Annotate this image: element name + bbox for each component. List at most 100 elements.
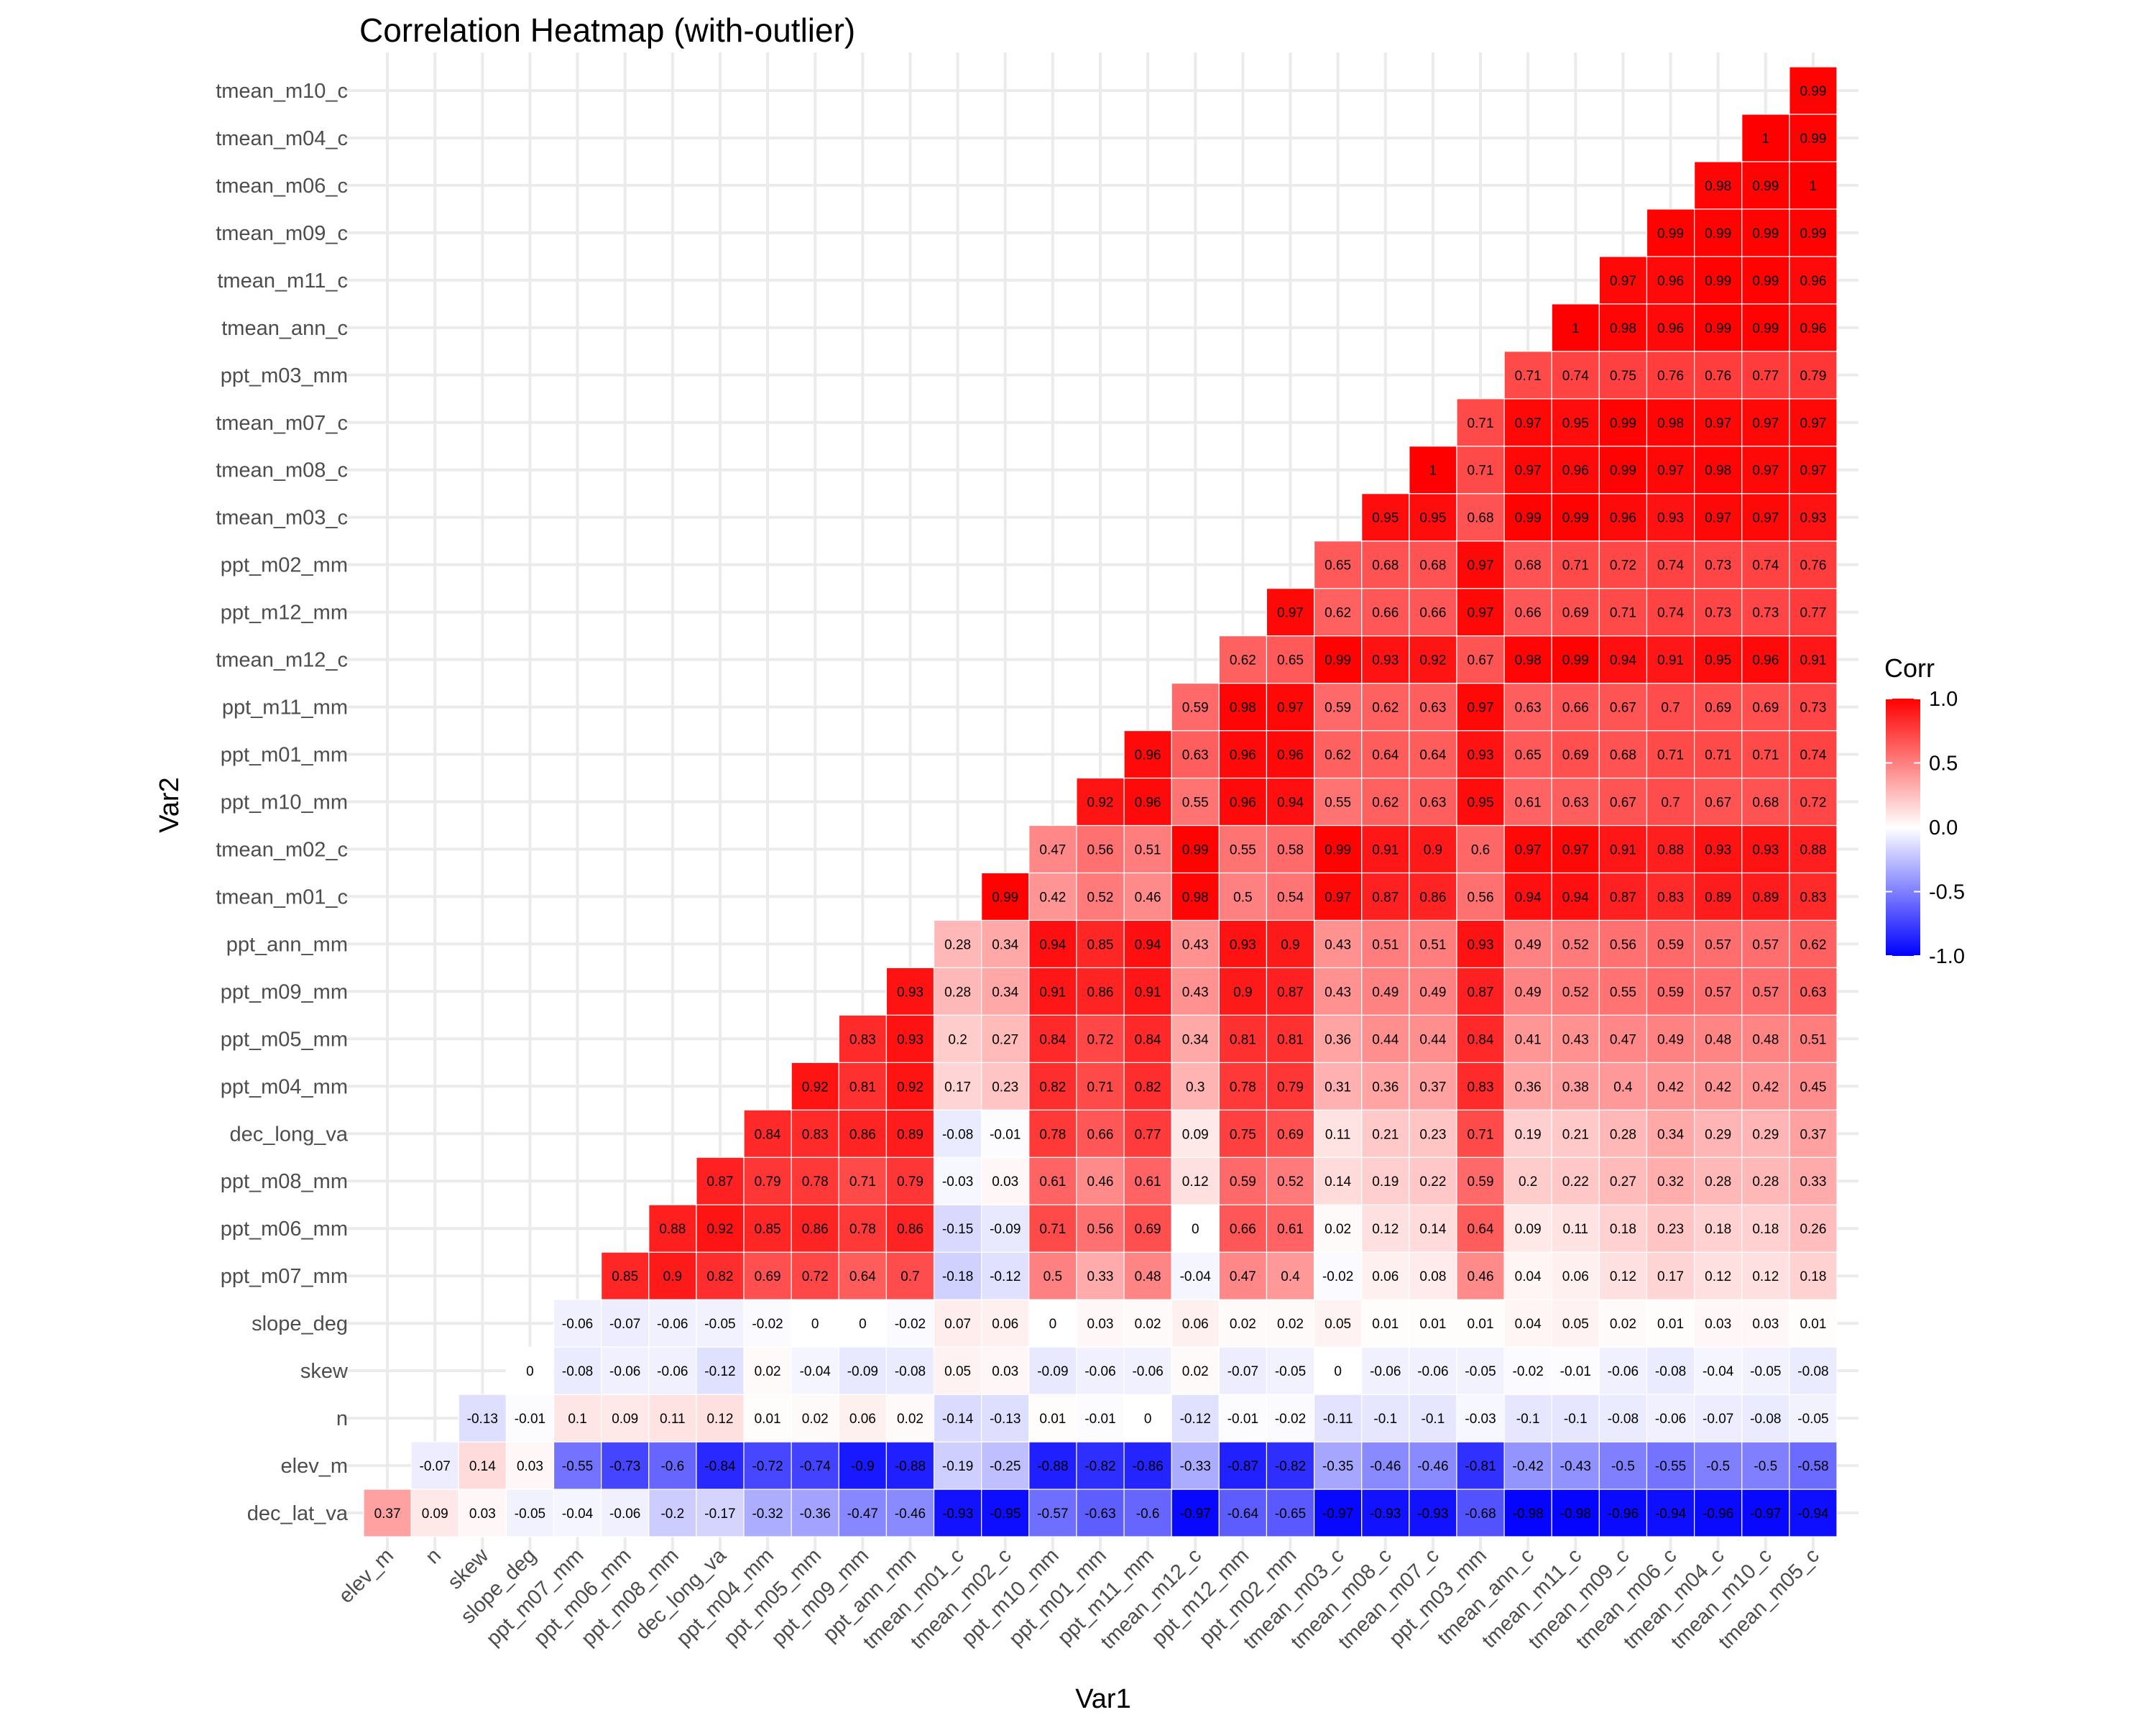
heatmap-cell — [1789, 1346, 1838, 1395]
cell-value-label: 0.93 — [897, 1032, 923, 1047]
cell-value-label: 0.91 — [1657, 653, 1684, 668]
cell-value-label: 0.28 — [1610, 1127, 1636, 1142]
cell-value-label: 0.62 — [1325, 748, 1351, 763]
heatmap-cell — [1551, 967, 1600, 1016]
cell-value-label: 0.03 — [469, 1506, 496, 1522]
legend-tick-label: 1.0 — [1929, 688, 1958, 711]
heatmap-cell — [1313, 1489, 1363, 1537]
cell-value-label: 0.97 — [1515, 842, 1542, 857]
cell-value-label: -0.81 — [1465, 1459, 1496, 1474]
heatmap-cell — [933, 1109, 982, 1158]
heatmap-cell — [1123, 1251, 1172, 1300]
cell-value-label: 0.82 — [1135, 1080, 1161, 1095]
cell-value-label: -0.02 — [895, 1317, 926, 1332]
cell-value-label: 0.85 — [612, 1269, 638, 1284]
cell-value-label: 0.72 — [802, 1269, 829, 1284]
cell-value-label: 0.63 — [1182, 748, 1209, 763]
cell-value-label: 0.02 — [897, 1412, 923, 1427]
cell-value-label: 0.12 — [1752, 1269, 1779, 1284]
heatmap-cell — [1218, 1156, 1268, 1205]
heatmap-cell — [1694, 540, 1743, 589]
cell-value-label: 0.97 — [1705, 511, 1731, 526]
heatmap-cell — [1171, 872, 1220, 921]
cell-value-label: -0.98 — [1560, 1506, 1591, 1522]
cell-value-label: 0.91 — [1039, 985, 1066, 1000]
heatmap-cell — [1456, 493, 1505, 542]
heatmap-cell — [410, 1489, 459, 1537]
heatmap-cell — [1266, 872, 1315, 921]
cell-value-label: -0.63 — [1084, 1506, 1115, 1522]
heatmap-cell — [1694, 208, 1743, 257]
cell-value-label: 1 — [1572, 321, 1580, 336]
heatmap-cell — [1028, 1441, 1077, 1490]
cell-value-label: 0.49 — [1657, 1032, 1684, 1047]
cell-value-label: 0.94 — [1135, 937, 1161, 952]
heatmap-cell — [791, 1062, 839, 1110]
heatmap-cell — [1503, 635, 1552, 684]
heatmap-cell — [1503, 777, 1552, 827]
cell-value-label: -0.01 — [1560, 1364, 1591, 1379]
heatmap-cell — [1361, 682, 1410, 732]
heatmap-cell — [1694, 824, 1743, 874]
heatmap-cell — [1503, 1346, 1552, 1395]
heatmap-cell — [1361, 588, 1410, 637]
heatmap-cell — [1646, 208, 1695, 257]
heatmap-cell — [743, 1346, 792, 1395]
cell-value-label: -0.08 — [1608, 1412, 1639, 1427]
cell-value-label: 0.99 — [1610, 416, 1636, 431]
cell-value-label: 0.62 — [1800, 937, 1826, 952]
heatmap-cell — [1266, 588, 1315, 637]
heatmap-cell — [1171, 1251, 1220, 1300]
cell-value-label: 0.46 — [1087, 1174, 1114, 1190]
heatmap-cell — [1218, 919, 1268, 968]
y-tick-label: ppt_m07_mm — [221, 1265, 348, 1288]
heatmap-cell — [1456, 1156, 1505, 1205]
cell-value-label: 0.3 — [1186, 1080, 1204, 1095]
cell-value-label: 0.71 — [1087, 1080, 1114, 1095]
y-tick-label: ppt_m10_mm — [221, 791, 348, 814]
heatmap-cell — [1361, 1394, 1410, 1443]
heatmap-cell — [1741, 256, 1790, 305]
cell-value-label: 0.84 — [1135, 1032, 1161, 1047]
cell-value-label: 0.02 — [1135, 1317, 1161, 1332]
heatmap-cell — [1551, 1251, 1600, 1300]
cell-value-label: 0.59 — [1468, 1174, 1494, 1190]
cell-value-label: 0.89 — [1705, 890, 1731, 905]
heatmap-cell — [1646, 635, 1695, 684]
heatmap-cell — [1456, 730, 1505, 779]
heatmap-cell — [981, 1299, 1030, 1348]
heatmap-cell — [1598, 919, 1648, 968]
cell-value-label: 0.43 — [1325, 985, 1351, 1000]
cell-value-label: 0.09 — [422, 1506, 448, 1522]
cell-value-label: 0.23 — [992, 1080, 1018, 1095]
heatmap-cell — [1646, 730, 1695, 779]
heatmap-cell — [1123, 1156, 1172, 1205]
cell-value-label: 1 — [1429, 464, 1437, 479]
cell-value-label: 0.45 — [1800, 1080, 1826, 1095]
x-axis-title: Var1 — [1075, 1684, 1130, 1714]
heatmap-cell — [743, 1109, 792, 1158]
heatmap-cell — [1789, 493, 1838, 542]
cell-value-label: 0.99 — [1657, 226, 1684, 242]
cell-value-label: 0.76 — [1657, 369, 1684, 384]
heatmap-cell — [1694, 1394, 1743, 1443]
heatmap-cell — [1741, 1489, 1790, 1537]
cell-value-label: 0.02 — [1325, 1222, 1351, 1237]
heatmap-cell — [1741, 1441, 1790, 1490]
cell-value-label: 0.29 — [1752, 1127, 1779, 1142]
heatmap-cell — [885, 1489, 935, 1537]
cell-value-label: 0.73 — [1705, 558, 1731, 574]
heatmap-cell — [1361, 919, 1410, 968]
heatmap-cell — [885, 1156, 935, 1205]
cell-value-label: 0.63 — [1800, 985, 1826, 1000]
cell-value-label: 0.95 — [1562, 416, 1589, 431]
cell-value-label: 0.97 — [1515, 464, 1542, 479]
cell-value-label: 0.95 — [1468, 796, 1494, 811]
cell-value-label: 0.93 — [1752, 842, 1779, 857]
cell-value-label: -0.57 — [1037, 1506, 1068, 1522]
cell-value-label: -0.82 — [1275, 1459, 1306, 1474]
cell-value-label: 0.81 — [1277, 1032, 1304, 1047]
cell-value-label: 0.92 — [1419, 653, 1446, 668]
heatmap-cell — [1313, 1346, 1363, 1395]
heatmap-cell — [1646, 1346, 1695, 1395]
